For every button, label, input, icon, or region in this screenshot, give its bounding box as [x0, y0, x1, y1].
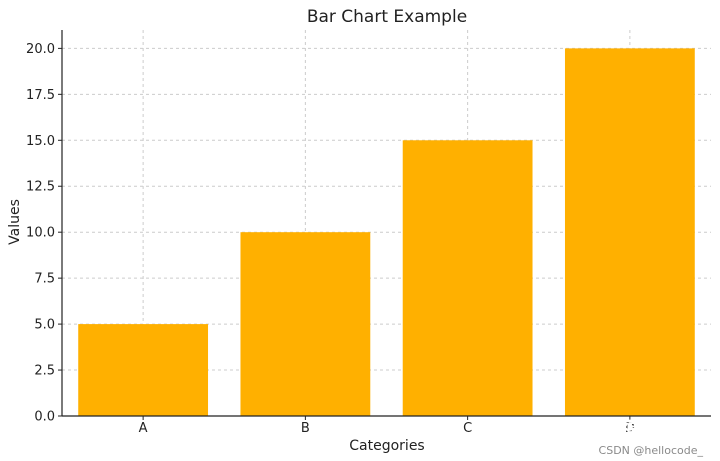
bar-d — [564, 48, 695, 416]
bar-a — [78, 324, 209, 416]
x-tick-label: B — [301, 421, 310, 436]
y-tick-label: 0.0 — [34, 410, 55, 425]
bar-b — [240, 232, 371, 416]
y-tick-label: 12.5 — [26, 180, 55, 195]
tick-labels: 0.0 2.5 5.0 7.5 10.0 12.5 15.0 17.5 20.0 A B C D — [26, 42, 635, 436]
watermark-sub: CSDN @hellocode_ — [599, 444, 704, 457]
axes — [58, 30, 711, 420]
bar-c — [402, 140, 533, 417]
y-tick-label: 10.0 — [26, 226, 55, 241]
bars — [78, 48, 695, 417]
y-tick-label: 20.0 — [26, 42, 55, 57]
y-tick-label: 15.0 — [26, 134, 55, 149]
y-tick-label: 17.5 — [26, 88, 55, 103]
y-tick-label: 2.5 — [34, 364, 55, 379]
y-tick-label: 5.0 — [34, 318, 55, 333]
chart-title: Bar Chart Example — [307, 7, 467, 27]
y-axis-label: Values — [7, 199, 23, 245]
x-tick-label: A — [139, 421, 148, 436]
y-tick-label: 7.5 — [34, 272, 55, 287]
watermark-main: 知乎 @福宝plus — [556, 417, 703, 440]
x-tick-label: D — [625, 421, 635, 436]
x-axis-label: Categories — [349, 438, 424, 454]
x-tick-label: C — [463, 421, 472, 436]
